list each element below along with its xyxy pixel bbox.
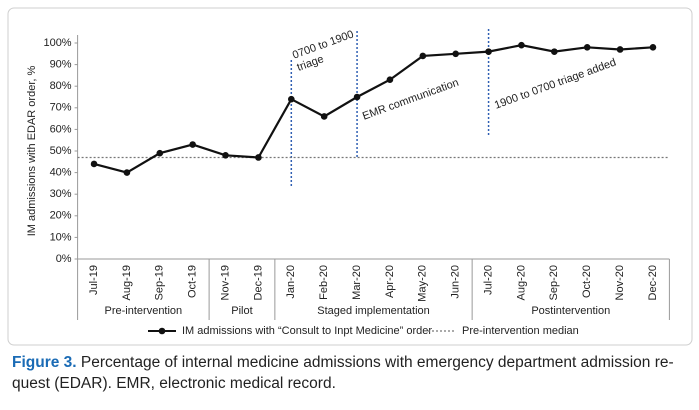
x-tick-label: Jul-20	[482, 265, 494, 295]
caption-label: Figure 3.	[12, 354, 77, 371]
legend-swatch	[158, 327, 166, 335]
y-tick-label: 60%	[50, 123, 72, 135]
data-point	[255, 154, 262, 161]
y-tick-label: 40%	[50, 167, 72, 179]
x-tick-label: Jan-20	[285, 265, 297, 299]
x-tick-label: Nov-19	[219, 265, 231, 300]
chart-border	[7, 7, 693, 346]
y-axis-label: IM admissions with EDAR order, %	[26, 66, 38, 237]
y-tick-label: 100%	[43, 37, 71, 49]
annotation-line-text: EMR communication	[361, 77, 460, 123]
annotation-line-text: 0700 to 1900	[291, 28, 355, 61]
x-tick-label: Mar-20	[351, 265, 363, 300]
y-tick-label: 0%	[56, 253, 72, 265]
x-tick-label: Apr-20	[384, 265, 396, 298]
data-point	[518, 41, 525, 49]
chart: IM admissions with EDAR order, % 0% 10% 20…	[7, 7, 693, 346]
group-label: Pre-intervention	[105, 305, 183, 317]
data-point	[583, 44, 591, 51]
y-tick-label: 50%	[50, 145, 72, 157]
y-tick-label: 10%	[50, 231, 72, 243]
data-point	[288, 95, 295, 103]
x-tick-label: Oct-19	[187, 265, 199, 298]
x-tick-label: Jun-20	[450, 265, 462, 299]
data-point	[156, 149, 164, 157]
y-tick-label: 20%	[50, 210, 72, 222]
caption-line: Percentage of internal medicine admissio…	[80, 354, 674, 371]
group-label: Pilot	[231, 305, 252, 317]
x-tick-label: May-20	[417, 265, 429, 302]
group-label: Postintervention	[531, 305, 610, 317]
group-label: Staged implementation	[317, 305, 430, 317]
data-point	[123, 169, 131, 176]
y-tick-label: 30%	[50, 188, 72, 200]
data-point	[616, 46, 624, 53]
x-tick-label: Dec-20	[647, 265, 659, 300]
data-point	[189, 141, 196, 148]
data-point	[222, 152, 229, 159]
data-point	[485, 48, 492, 55]
legend-label: IM admissions with “Consult to Inpt Medi…	[182, 325, 432, 337]
x-tick-label: Oct-20	[581, 265, 593, 298]
x-tick-label: Aug-20	[515, 265, 527, 300]
series-line	[93, 44, 654, 174]
data-point	[320, 113, 328, 120]
data-point	[452, 50, 459, 58]
data-point	[353, 93, 361, 101]
annotation: 0700 to 1900triage	[291, 28, 360, 73]
data-point	[551, 48, 558, 55]
annotation-line-text: 1900 to 0700 triage added	[493, 56, 618, 111]
x-tick-label: Dec-19	[252, 265, 264, 300]
x-tick-label: Sep-20	[548, 265, 560, 300]
annotation: 1900 to 0700 triage added	[493, 56, 618, 111]
y-tick-label: 90%	[50, 59, 72, 71]
data-point	[649, 44, 657, 51]
x-tick-label: Sep-19	[154, 265, 166, 300]
y-tick-label: 70%	[50, 102, 72, 114]
x-tick-label: Nov-20	[614, 265, 626, 300]
caption-line: quest (EDAR). EMR, electronic medical re…	[12, 375, 336, 392]
data-point	[90, 160, 98, 168]
x-tick-label: Feb-20	[318, 265, 330, 300]
annotation: EMR communication	[361, 77, 460, 123]
legend-label: Pre-intervention median	[462, 325, 579, 337]
data-point	[386, 76, 394, 84]
x-tick-label: Jul-19	[88, 265, 100, 295]
data-point	[419, 52, 427, 60]
caption: Figure 3. Percentage of internal medicin…	[12, 352, 692, 394]
x-tick-label: Aug-19	[121, 265, 133, 300]
y-tick-label: 80%	[50, 80, 72, 92]
